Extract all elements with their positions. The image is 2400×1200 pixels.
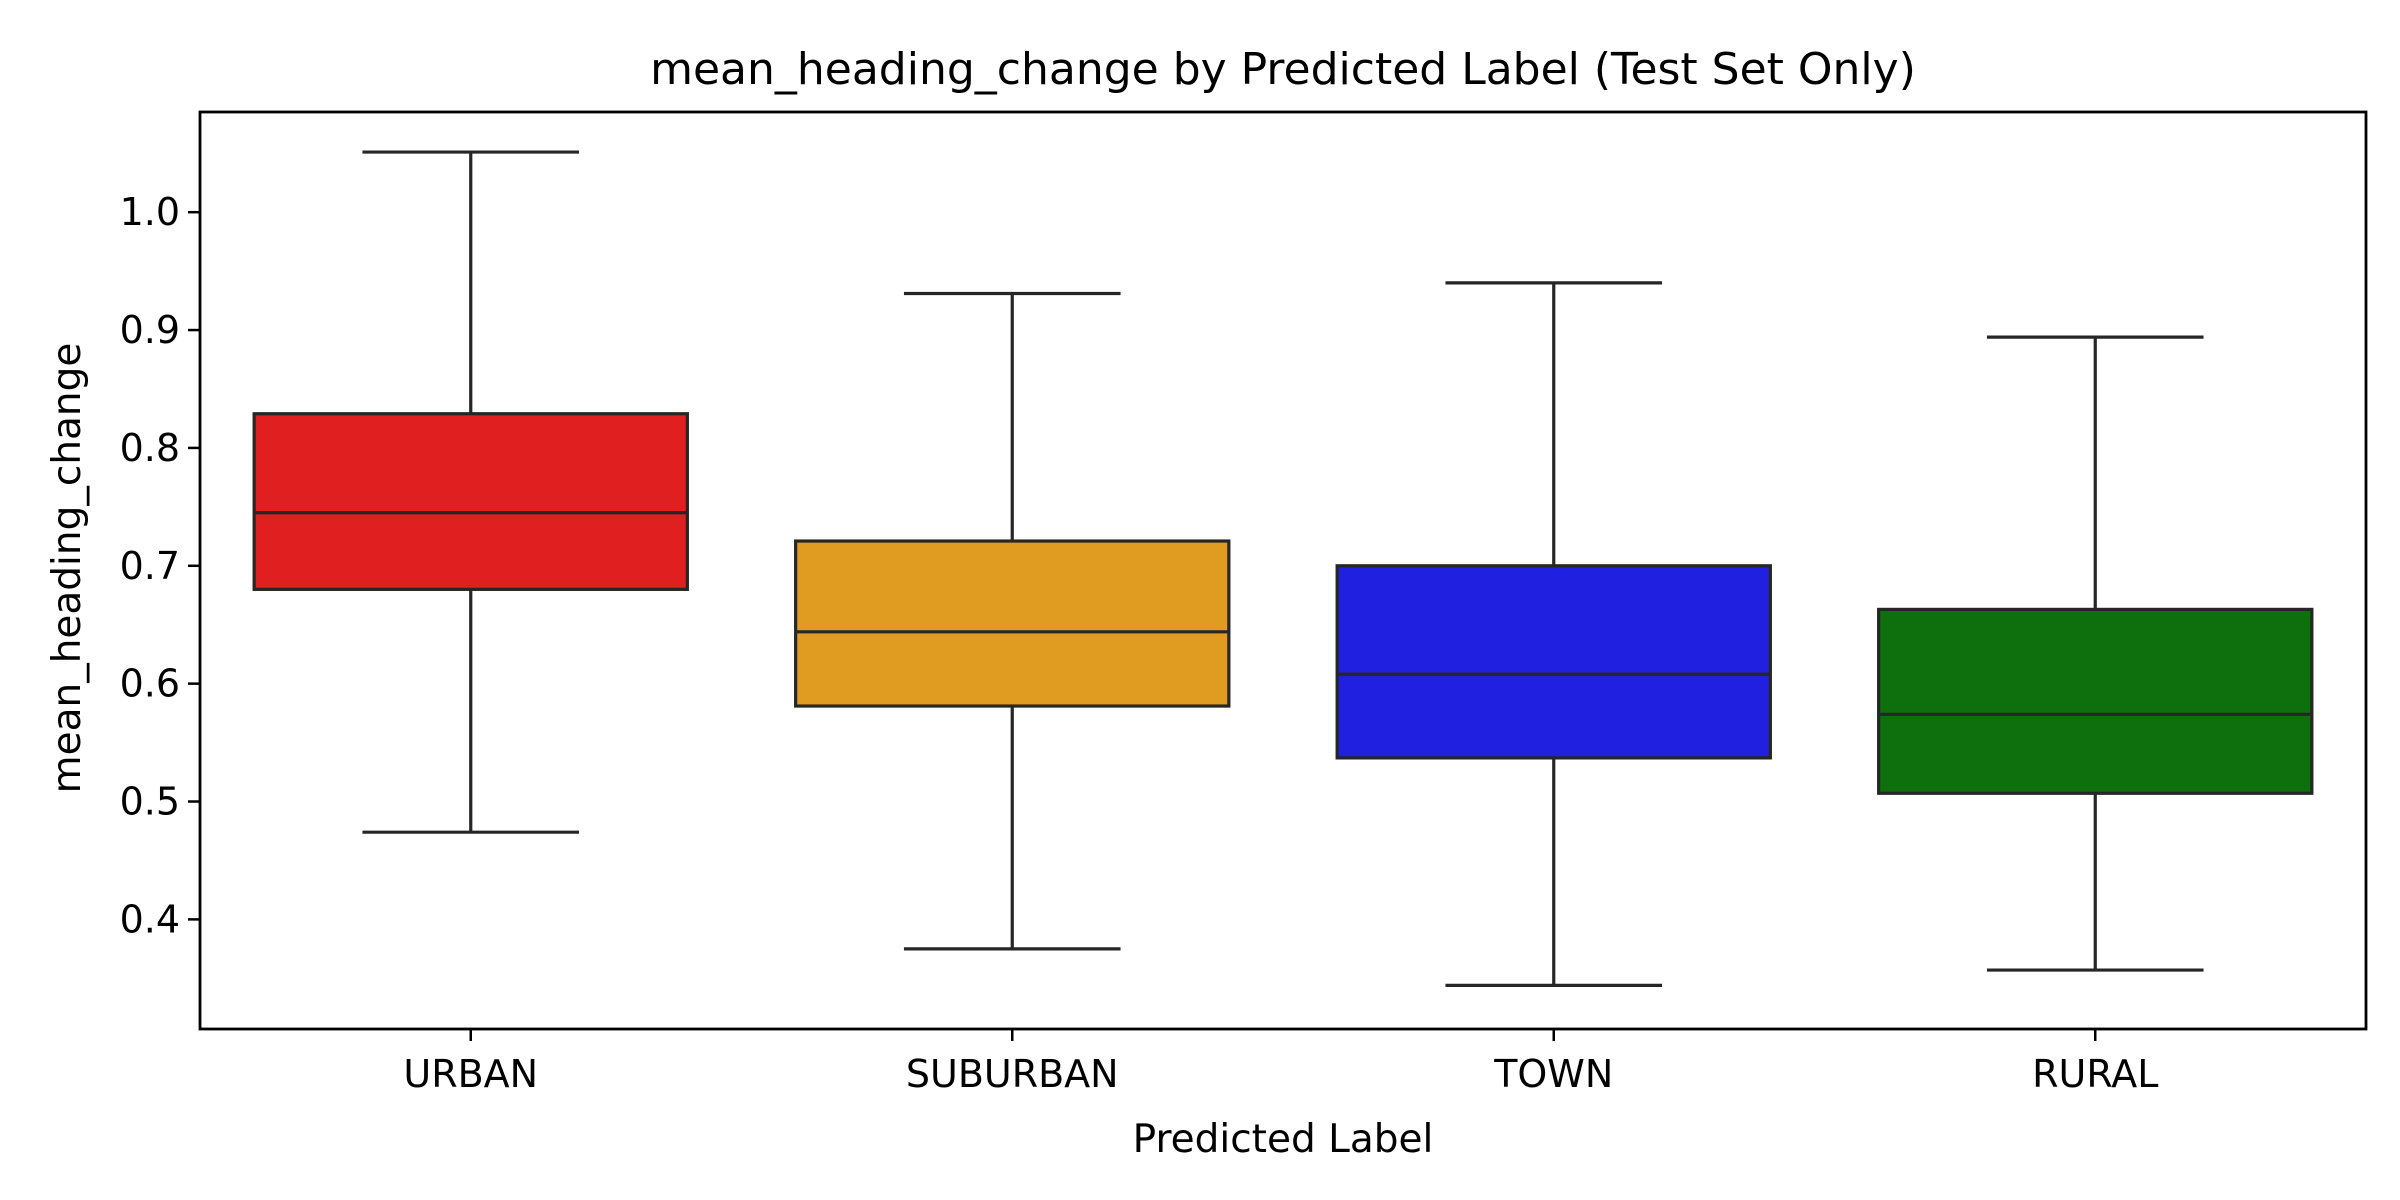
x-axis: URBAN SUBURBAN TOWN RURAL (403, 1029, 2158, 1096)
y-tick-label: 1.0 (120, 190, 180, 234)
x-tick-label-urban: URBAN (403, 1052, 538, 1096)
iqr-box-rural (1877, 607, 2314, 795)
y-tick-label: 0.6 (120, 662, 180, 706)
iqr-box-urban (252, 412, 689, 591)
chart-title: mean_heading_change by Predicted Label (… (650, 44, 1916, 95)
plot-frame (198, 110, 2368, 1031)
y-axis: 0.4 0.5 0.6 0.7 0.8 0.9 1.0 (120, 190, 200, 941)
box-rural (1877, 335, 2314, 972)
plot-area (252, 150, 2314, 987)
y-tick-label: 0.7 (120, 544, 180, 588)
iqr-box-suburban (794, 539, 1231, 708)
y-tick-label: 0.9 (120, 308, 180, 352)
y-tick-label: 0.8 (120, 426, 180, 470)
x-tick-label-rural: RURAL (2032, 1052, 2158, 1096)
y-tick-label: 0.5 (120, 780, 180, 824)
x-axis-label: Predicted Label (1133, 1117, 1434, 1162)
x-tick-label-town: TOWN (1493, 1052, 1613, 1096)
box-town (1335, 281, 1772, 987)
box-urban (252, 150, 689, 834)
y-axis-label: mean_heading_change (45, 343, 90, 794)
iqr-box-town (1335, 564, 1772, 760)
box-suburban (794, 291, 1231, 951)
y-tick-label: 0.4 (120, 897, 180, 941)
x-tick-label-suburban: SUBURBAN (906, 1052, 1119, 1096)
